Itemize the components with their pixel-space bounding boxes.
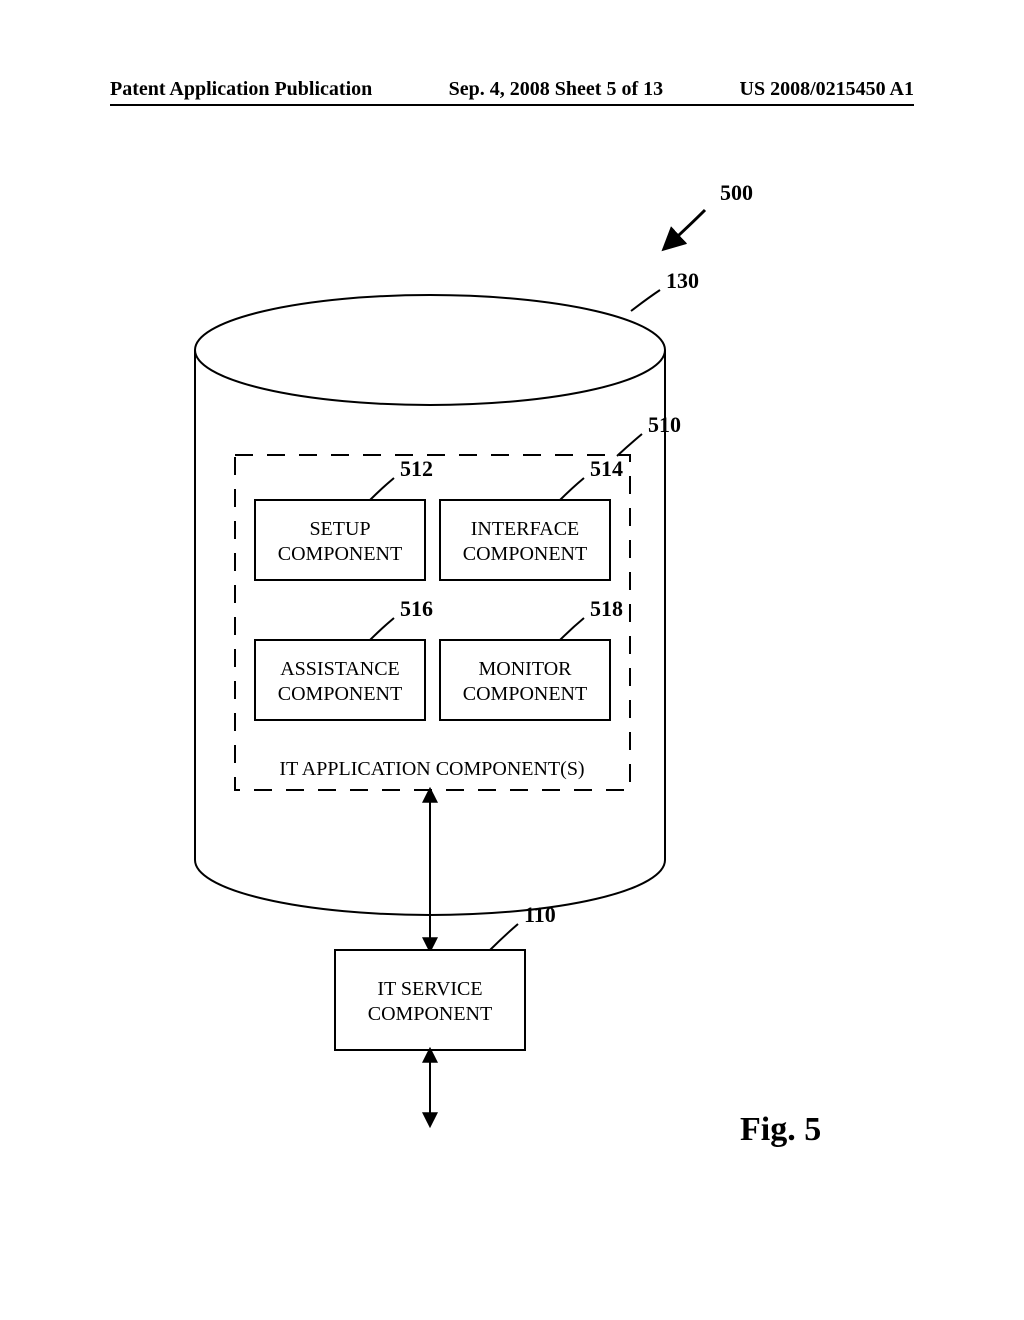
ref-130-label: 130 — [666, 268, 699, 293]
page: Patent Application Publication Sep. 4, 2… — [0, 0, 1024, 1320]
ref-500: 500 — [665, 180, 753, 248]
ref-510-label: 510 — [648, 412, 681, 437]
ref-512-label: 512 — [400, 456, 433, 481]
ref-518-label: 518 — [590, 596, 623, 621]
interface-l1: INTERFACE — [471, 518, 580, 540]
container-label: IT APPLICATION COMPONENT(S) — [279, 758, 584, 780]
database-130: 130 — [195, 268, 699, 915]
assistance-component-516: ASSISTANCE COMPONENT 516 — [255, 596, 433, 720]
monitor-l1: MONITOR — [479, 658, 573, 680]
header-left: Patent Application Publication — [110, 78, 372, 101]
setup-l2: COMPONENT — [278, 543, 402, 565]
service-l1: IT SERVICE — [377, 978, 482, 1000]
assistance-l2: COMPONENT — [278, 683, 402, 705]
interface-component-514: INTERFACE COMPONENT 514 — [440, 456, 623, 580]
ref-110-label: 110 — [524, 902, 556, 927]
header-right: US 2008/0215450 A1 — [740, 78, 914, 101]
header-center: Sep. 4, 2008 Sheet 5 of 13 — [449, 78, 663, 101]
page-header: Patent Application Publication Sep. 4, 2… — [110, 78, 914, 101]
it-service-component-110: IT SERVICE COMPONENT 110 — [335, 902, 556, 1050]
ref-514-label: 514 — [590, 456, 623, 481]
header-rule — [110, 104, 914, 106]
figure-5: 500 130 510 IT APPLICATION COMPONENT(S) … — [0, 140, 1024, 1240]
ref-516-label: 516 — [400, 596, 433, 621]
setup-component-512: SETUP COMPONENT 512 — [255, 456, 433, 580]
ref-500-label: 500 — [720, 180, 753, 205]
interface-l2: COMPONENT — [463, 543, 587, 565]
service-l2: COMPONENT — [368, 1003, 492, 1025]
assistance-l1: ASSISTANCE — [280, 658, 400, 680]
figure-caption: Fig. 5 — [740, 1111, 821, 1148]
monitor-l2: COMPONENT — [463, 683, 587, 705]
setup-l1: SETUP — [309, 518, 370, 540]
monitor-component-518: MONITOR COMPONENT 518 — [440, 596, 623, 720]
